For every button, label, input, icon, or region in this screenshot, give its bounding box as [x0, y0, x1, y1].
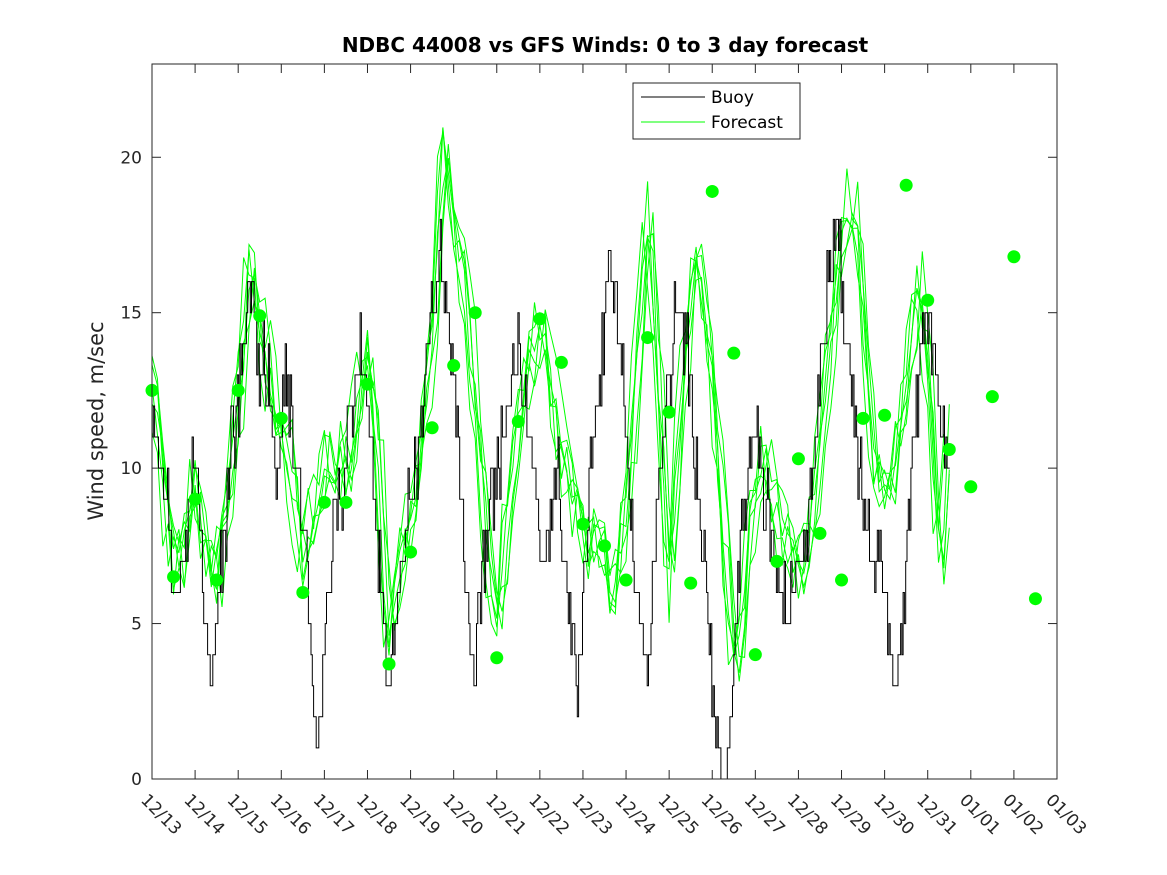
y-tick-label: 0	[131, 770, 142, 790]
forecast-marker	[188, 492, 202, 506]
y-tick-label: 20	[120, 148, 142, 168]
forecast-marker	[382, 657, 396, 671]
legend-box	[632, 82, 801, 140]
plot-area	[145, 127, 1042, 780]
forecast-marker	[1028, 592, 1042, 606]
forecast-marker	[253, 309, 267, 323]
forecast-marker	[554, 355, 568, 369]
forecast-marker	[425, 421, 439, 435]
legend-buoy-label: Buoy	[711, 88, 754, 108]
forecast-marker	[404, 545, 418, 559]
forecast-marker	[490, 651, 504, 665]
forecast-marker	[662, 405, 676, 419]
forecast-marker	[964, 480, 978, 494]
forecast-marker	[598, 539, 611, 553]
forecast-marker	[942, 442, 956, 456]
forecast-marker	[296, 585, 310, 599]
forecast-marker	[447, 359, 461, 373]
forecast-marker	[339, 495, 353, 509]
y-tick-label: 5	[131, 615, 142, 635]
forecast-marker	[274, 411, 288, 425]
forecast-marker	[231, 383, 245, 397]
forecast-marker	[511, 415, 525, 428]
forecast-marker	[705, 184, 719, 198]
forecast-marker	[921, 293, 935, 307]
forecast-marker	[878, 408, 892, 422]
forecast-marker	[791, 452, 805, 466]
legend[interactable]: Buoy Forecast	[632, 82, 801, 140]
forecast-marker	[856, 411, 870, 425]
y-tick-label: 15	[120, 304, 142, 324]
buoy-series-line	[152, 218, 950, 780]
forecast-marker	[167, 570, 181, 584]
forecast-marker	[899, 178, 913, 192]
forecast-marker	[360, 377, 374, 391]
forecast-marker	[210, 573, 224, 587]
forecast-marker	[619, 573, 633, 587]
forecast-marker	[684, 576, 698, 590]
forecast-series-line	[151, 132, 945, 666]
forecast-marker	[533, 312, 547, 326]
y-tick-label: 10	[120, 459, 142, 479]
forecast-marker	[813, 526, 827, 540]
forecast-marker	[835, 573, 849, 587]
forecast-marker	[641, 331, 655, 345]
axes-frame	[151, 63, 1058, 780]
chart-title: NDBC 44008 vs GFS Winds: 0 to 3 day fore…	[342, 33, 869, 57]
forecast-marker	[317, 495, 331, 509]
forecast-marker	[727, 346, 741, 360]
forecast-marker	[576, 517, 590, 531]
forecast-series-line	[151, 158, 950, 673]
y-axis-label: Wind speed, m/sec	[84, 321, 108, 520]
forecast-marker	[770, 554, 784, 568]
forecast-marker	[985, 390, 999, 404]
forecast-marker	[468, 306, 482, 320]
forecast-marker	[1007, 250, 1021, 264]
legend-forecast-label: Forecast	[711, 113, 783, 133]
forecast-marker	[748, 648, 762, 662]
